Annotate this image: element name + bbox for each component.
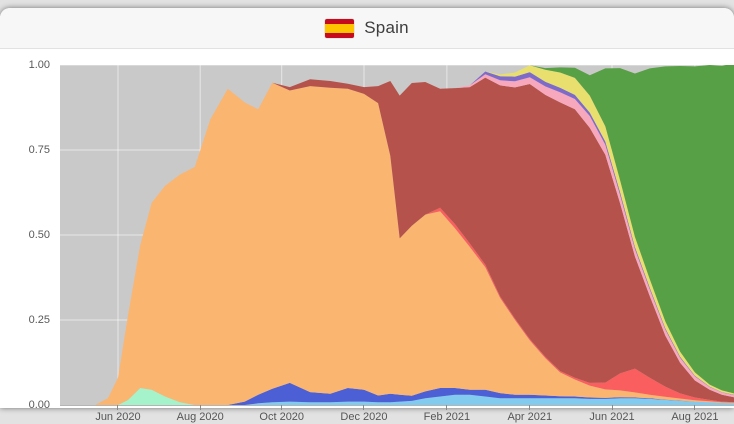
green-band-area (60, 65, 734, 405)
country-card: Spain 1.00 0.75 0.50 0.25 0.00 Jun 2020 Aug 2… (0, 8, 734, 423)
dark-red-band-area (60, 77, 734, 405)
royal-blue-band-area (60, 382, 734, 405)
y-axis-label: 0.25 (28, 314, 50, 326)
y-axis-label: 0.00 (28, 399, 50, 411)
country-title: Spain (364, 18, 409, 37)
x-axis-label: Feb 2021 (423, 411, 471, 423)
x-axis-label: Aug 2020 (176, 411, 224, 423)
x-axis-label: Apr 2021 (507, 411, 553, 423)
y-axis-label: 0.50 (28, 229, 50, 241)
spain-flag-icon (325, 18, 355, 38)
x-axis-label: Aug 2021 (671, 411, 719, 423)
flag-stripe-top (325, 18, 355, 24)
flag-stripe-middle (325, 23, 355, 33)
y-axis-label: 1.00 (28, 59, 50, 71)
orange-band-area (60, 82, 734, 405)
x-axis-label: Jun 2021 (589, 411, 635, 423)
card-header: Spain (0, 8, 734, 49)
mint-band-area (60, 382, 734, 405)
x-axis-label: Jun 2020 (95, 411, 141, 423)
flag-stripe-bottom (325, 32, 355, 38)
x-axis-label: Dec 2020 (340, 411, 388, 423)
x-axis-label: Oct 2020 (259, 411, 305, 423)
y-axis-label: 0.75 (28, 144, 50, 156)
plot-area[interactable] (60, 65, 734, 405)
light-blue-band-area (60, 394, 734, 405)
variants-area-chart: 1.00 0.75 0.50 0.25 0.00 Jun 2020 Aug 2020 Oct… (0, 56, 734, 423)
x-axis-line (60, 405, 734, 406)
